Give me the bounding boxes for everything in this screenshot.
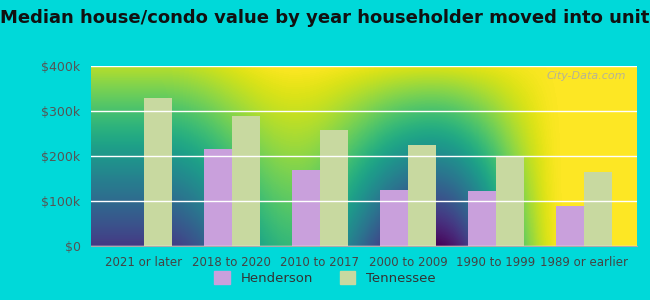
Bar [292,169,320,246]
Bar [203,149,232,246]
Bar [144,98,172,246]
Bar [496,156,525,246]
Bar [408,145,436,246]
Bar [556,206,584,246]
Bar [468,191,496,246]
Bar [232,116,260,246]
Bar [320,130,348,246]
Text: Median house/condo value by year householder moved into unit: Median house/condo value by year househo… [0,9,650,27]
Bar [380,190,408,246]
Legend: Henderson, Tennessee: Henderson, Tennessee [209,266,441,290]
Text: City-Data.com: City-Data.com [547,71,626,81]
Bar [584,172,612,246]
